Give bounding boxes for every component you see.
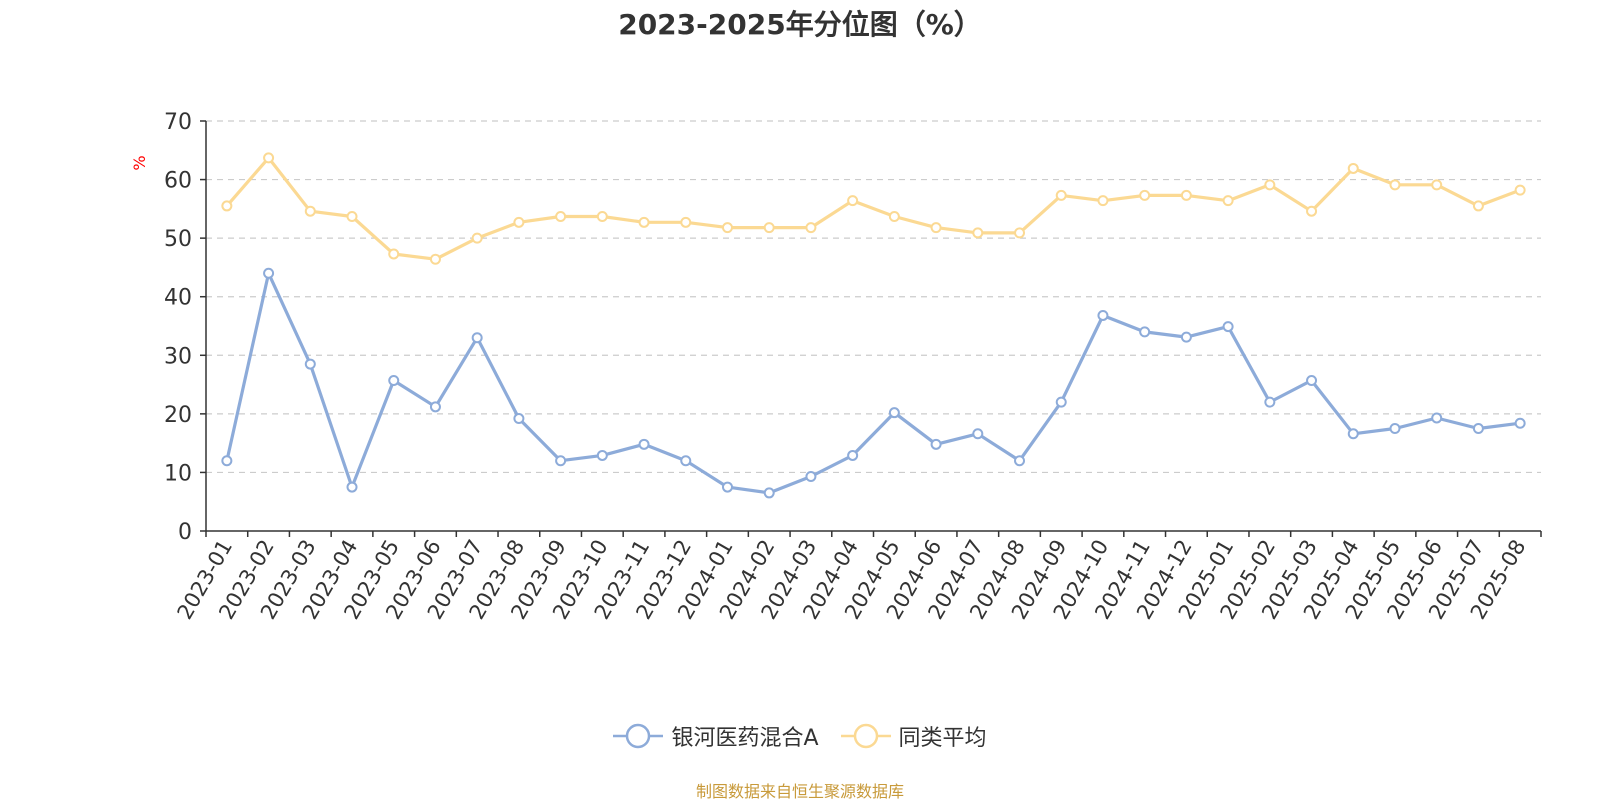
data-point (263, 267, 275, 279)
data-point (1514, 417, 1526, 429)
data-point (805, 222, 817, 234)
data-point (972, 227, 984, 239)
legend: 银河医药混合A 同类平均 (0, 720, 1600, 752)
data-point (1306, 205, 1318, 217)
data-point (1472, 423, 1484, 434)
data-point (680, 455, 692, 467)
data-point (1180, 189, 1192, 201)
data-point (1514, 184, 1526, 196)
data-point (513, 216, 525, 228)
data-point (638, 438, 650, 450)
data-point (429, 253, 441, 265)
data-point (1347, 162, 1359, 174)
y-tick-label: 20 (164, 403, 192, 428)
data-point (1306, 374, 1318, 386)
data-point (721, 481, 733, 493)
y-tick-label: 40 (164, 286, 192, 311)
legend-marker-fund-icon (613, 723, 664, 749)
data-point (263, 152, 275, 164)
data-point (1014, 455, 1026, 467)
data-point (680, 216, 692, 228)
data-point (304, 205, 316, 217)
data-point (1055, 396, 1067, 408)
data-point (930, 222, 942, 234)
legend-marker-peer-average-icon (840, 723, 891, 749)
data-point (805, 471, 817, 483)
data-point (221, 200, 233, 212)
data-point (1431, 179, 1443, 191)
data-point (1389, 423, 1401, 434)
data-point (1347, 428, 1359, 440)
data-point (221, 455, 233, 467)
data-point (1097, 309, 1109, 321)
data-point (346, 481, 358, 493)
legend-label-fund: 银河医药混合A (671, 726, 819, 751)
chart-title: 2023-2025年分位图（%） (618, 8, 982, 41)
data-point (930, 438, 942, 450)
data-point (1389, 179, 1401, 191)
y-tick-label: 0 (178, 520, 192, 545)
data-point (513, 413, 525, 425)
series-1 (221, 152, 1526, 265)
legend-item-peer-average[interactable]: 同类平均 (840, 720, 987, 752)
data-point (555, 210, 567, 222)
data-point (388, 248, 400, 260)
series-0 (221, 267, 1526, 499)
grid-lines (206, 120, 1541, 474)
data-point (888, 407, 900, 419)
y-tick-label: 10 (164, 461, 192, 486)
series-line (225, 271, 1521, 495)
data-point (304, 358, 316, 370)
data-point (1139, 189, 1151, 201)
data-point (596, 210, 608, 222)
data-point (596, 449, 608, 461)
data-point (1264, 396, 1276, 408)
data-point (1472, 200, 1484, 212)
series-lines (221, 152, 1526, 499)
data-point (388, 374, 400, 386)
data-point (888, 210, 900, 222)
data-point (763, 222, 775, 234)
data-point (471, 232, 483, 244)
data-source-note: 制图数据来自恒生聚源数据库 (695, 782, 904, 801)
data-point (1055, 189, 1067, 201)
y-tick-label: 30 (164, 344, 192, 369)
data-point (1222, 195, 1234, 207)
data-point (847, 195, 859, 207)
data-point (1431, 412, 1443, 424)
data-point (555, 455, 567, 467)
legend-item-fund[interactable]: 银河医药混合A (613, 720, 819, 752)
data-point (763, 487, 775, 499)
legend-label-peer-average: 同类平均 (898, 726, 987, 751)
y-tick-label: 70 (164, 110, 192, 135)
data-point (429, 401, 441, 413)
data-point (1139, 326, 1151, 338)
data-point (1014, 227, 1026, 239)
data-point (1222, 321, 1234, 333)
data-point (1097, 195, 1109, 207)
y-tick-label: 60 (164, 169, 192, 194)
data-point (1180, 331, 1192, 343)
data-point (346, 210, 358, 222)
y-axis-unit-label: % (130, 155, 149, 170)
data-point (721, 222, 733, 234)
series-line (225, 156, 1521, 261)
data-point (638, 216, 650, 228)
data-point (471, 332, 483, 344)
y-tick-label: 50 (164, 227, 192, 252)
data-point (972, 428, 984, 440)
data-point (847, 449, 859, 461)
data-point (1264, 179, 1276, 191)
